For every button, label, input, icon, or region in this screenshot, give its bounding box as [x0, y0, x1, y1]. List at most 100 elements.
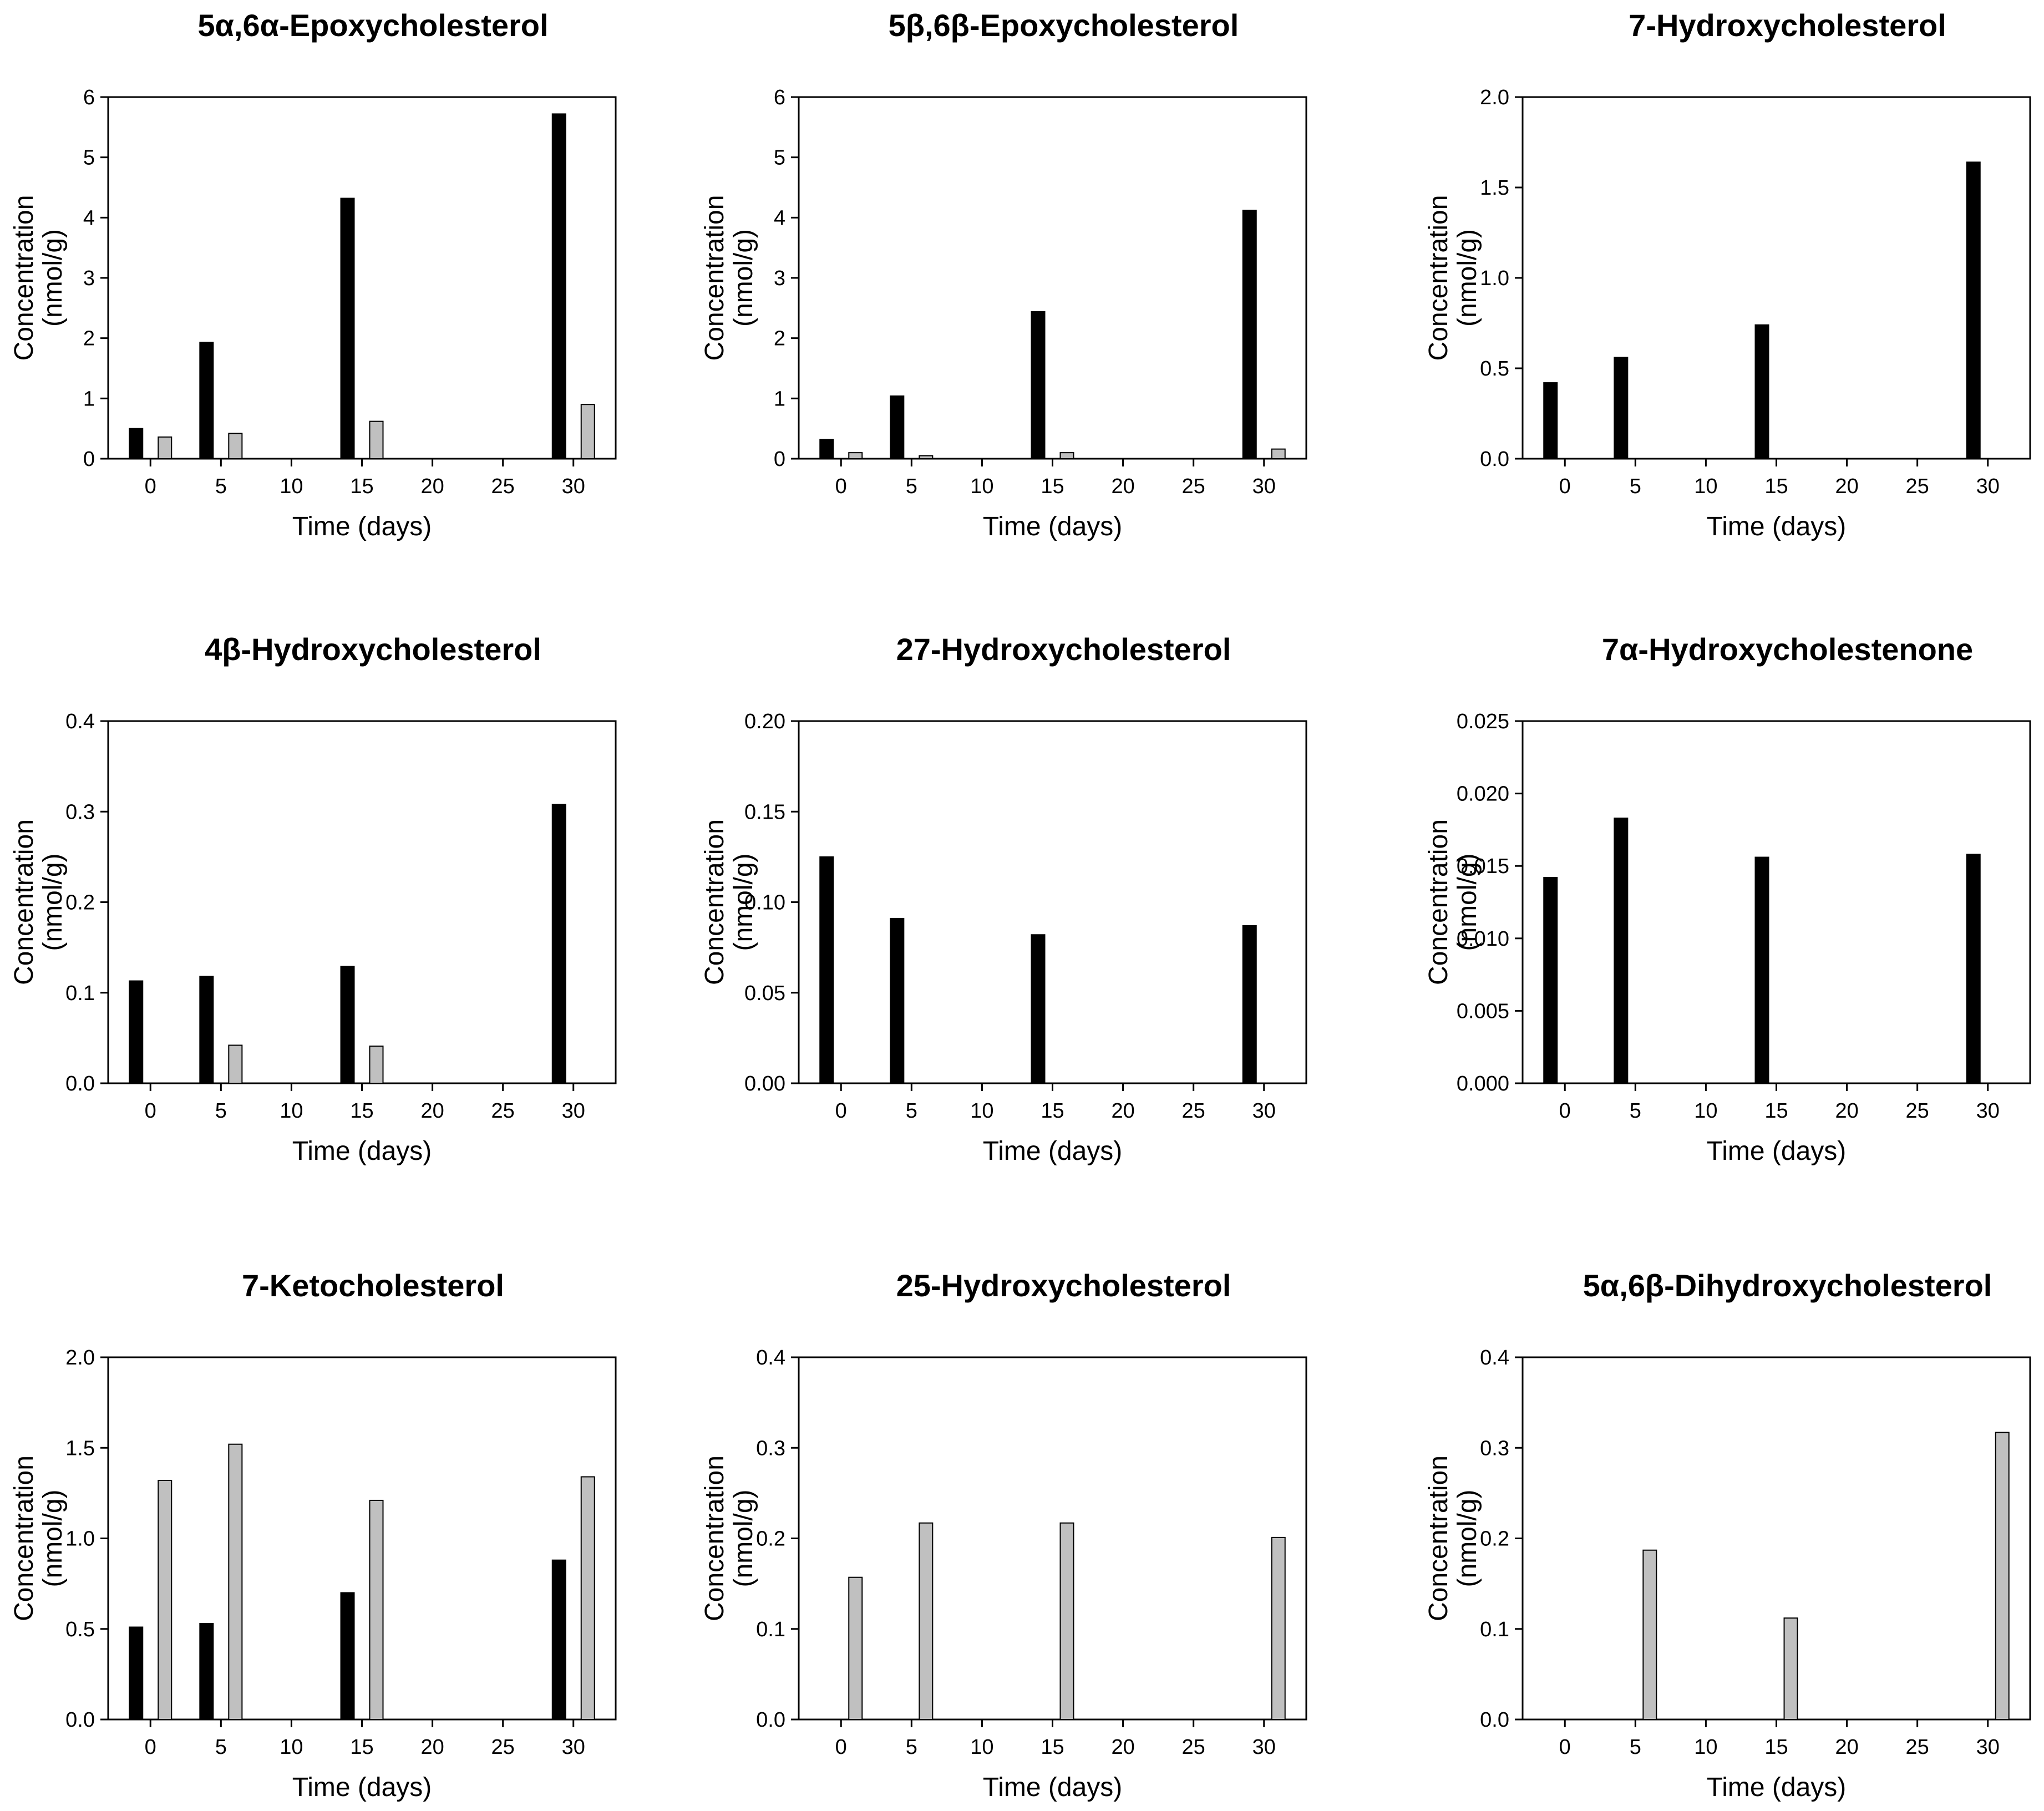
- y-axis-label-line: (nmol/g): [729, 1489, 758, 1587]
- y-tick-label: 0.1: [756, 1618, 785, 1641]
- bar-black-day-0: [1543, 382, 1558, 460]
- bar-black-day-5: [1614, 818, 1629, 1084]
- plot-frame: [798, 1356, 1307, 1721]
- chart-panel-5: 27-Hydroxycholesterol 0.00 0.05 0.10 0.15 0.2…: [700, 632, 1307, 1166]
- y-tick-label: 1: [83, 387, 95, 410]
- y-tick-label: 0: [774, 448, 785, 471]
- x-tick-label: 10: [1694, 1099, 1717, 1123]
- x-axis-label: Time (days): [292, 512, 432, 541]
- bar-black-day-0: [819, 856, 834, 1084]
- y-axis-label-line: Concentration: [700, 195, 729, 361]
- bar-gray-day-0: [848, 452, 863, 460]
- chart-title: 4β-Hydroxycholesterol: [205, 632, 541, 667]
- bar-black-day-30: [1966, 161, 1981, 459]
- x-tick-label: 15: [1764, 1099, 1788, 1123]
- y-tick-label: 2.0: [1480, 86, 1509, 109]
- y-tick-label: 0.05: [744, 982, 785, 1005]
- x-tick-label: 0: [145, 1736, 156, 1759]
- chart-title: 7α-Hydroxycholestenone: [1602, 632, 1973, 667]
- bar-black-day-0: [819, 439, 834, 460]
- x-tick-label: 5: [215, 1736, 227, 1759]
- x-tick-label: 15: [1041, 1736, 1064, 1759]
- x-tick-label: 25: [491, 475, 515, 498]
- y-axis-label-line: (nmol/g): [38, 853, 68, 951]
- y-axis-label-line: Concentration: [9, 1455, 39, 1621]
- bar-black-day-30: [551, 1559, 566, 1720]
- x-tick-label: 25: [491, 1736, 515, 1759]
- y-axis-label-line: (nmol/g): [729, 229, 758, 327]
- x-tick-label: 5: [1630, 1099, 1641, 1123]
- x-axis-label: Time (days): [292, 1137, 432, 1166]
- y-tick-label: 0.2: [1480, 1528, 1509, 1551]
- x-tick-label: 30: [1976, 1736, 2000, 1759]
- x-tick-label: 10: [1694, 475, 1717, 498]
- bar-gray-day-15: [1783, 1617, 1798, 1720]
- chart-panel-8: 25-Hydroxycholesterol 0.0 0.1 0.2 0.3 0.4 0 5 10…: [700, 1268, 1307, 1802]
- x-tick-label: 30: [562, 1099, 585, 1123]
- y-tick-label: 0.005: [1457, 1000, 1509, 1023]
- y-axis-label-line: (nmol/g): [1453, 229, 1482, 327]
- x-tick-label: 20: [1835, 475, 1858, 498]
- bar-gray-day-30: [580, 1476, 595, 1720]
- bar-gray-day-30: [1271, 448, 1286, 460]
- x-tick-label: 10: [280, 1736, 303, 1759]
- plot-frame: [798, 96, 1307, 460]
- bar-gray-day-15: [369, 1046, 384, 1084]
- x-tick-label: 20: [1835, 1099, 1858, 1123]
- x-tick-label: 0: [835, 1736, 847, 1759]
- y-axis-label-line: Concentration: [700, 819, 729, 985]
- bar-black-day-30: [551, 804, 566, 1084]
- x-tick-label: 15: [1764, 1736, 1788, 1759]
- x-tick-label: 30: [1976, 1099, 2000, 1123]
- plot-frame: [1521, 1356, 2031, 1721]
- y-tick-label: 0.0: [1480, 448, 1509, 471]
- bar-gray-day-5: [228, 1443, 243, 1720]
- bar-black-day-15: [340, 1592, 355, 1720]
- y-axis-label-line: Concentration: [9, 819, 39, 985]
- y-tick-label: 6: [83, 86, 95, 109]
- x-axis-label: Time (days): [983, 512, 1123, 541]
- chart-title: 7-Ketocholesterol: [242, 1268, 504, 1303]
- x-tick-label: 15: [1041, 1099, 1064, 1123]
- x-tick-label: 0: [145, 475, 156, 498]
- y-tick-label: 0.0: [756, 1708, 785, 1732]
- y-tick-label: 0.2: [65, 891, 95, 915]
- bar-black-day-15: [340, 197, 355, 459]
- y-tick-label: 0.3: [1480, 1437, 1509, 1460]
- chart-panel-4: 4β-Hydroxycholesterol 0.0 0.1 0.2 0.3 0.4 0 5 10…: [9, 632, 617, 1166]
- x-axis-label: Time (days): [983, 1137, 1123, 1166]
- bar-black-day-5: [890, 395, 905, 460]
- x-tick-label: 5: [215, 475, 227, 498]
- bar-black-day-5: [199, 976, 214, 1084]
- y-tick-label: 0.015: [1457, 855, 1509, 878]
- x-tick-label: 5: [1630, 1736, 1641, 1759]
- bar-gray-day-5: [228, 1044, 243, 1084]
- y-tick-label: 1.0: [65, 1528, 95, 1551]
- bar-gray-day-15: [1059, 1522, 1074, 1721]
- y-tick-label: 0.15: [744, 800, 785, 824]
- x-tick-label: 10: [280, 1099, 303, 1123]
- y-tick-label: 0.00: [744, 1072, 785, 1095]
- y-tick-label: 2: [83, 327, 95, 351]
- y-tick-label: 0.3: [65, 800, 95, 824]
- bar-black-day-5: [199, 342, 214, 459]
- y-axis-label-line: (nmol/g): [1453, 853, 1482, 951]
- bar-black-day-15: [1754, 324, 1769, 460]
- bar-gray-day-5: [919, 455, 934, 459]
- y-axis-label: Concentration(nmol/g): [9, 819, 68, 985]
- y-tick-label: 0.020: [1457, 783, 1509, 806]
- x-tick-label: 25: [1906, 475, 1929, 498]
- y-axis-label: Concentration(nmol/g): [1424, 819, 1482, 985]
- x-tick-label: 25: [1906, 1736, 1929, 1759]
- x-tick-label: 0: [835, 475, 847, 498]
- bar-black-day-0: [129, 1626, 144, 1721]
- plot-frame: [107, 96, 617, 460]
- y-axis-label-line: Concentration: [1424, 1455, 1453, 1621]
- chart-panel-3: 7-Hydroxycholesterol 0.0 0.5 1.0 1.5 2.0 0 5 10 1…: [1424, 8, 2031, 541]
- y-tick-label: 1.5: [65, 1437, 95, 1460]
- x-tick-label: 10: [280, 475, 303, 498]
- y-tick-label: 0.4: [1480, 1346, 1509, 1369]
- bar-black-day-5: [1614, 357, 1629, 459]
- y-axis-label-line: Concentration: [1424, 819, 1453, 985]
- y-tick-label: 0.010: [1457, 927, 1509, 951]
